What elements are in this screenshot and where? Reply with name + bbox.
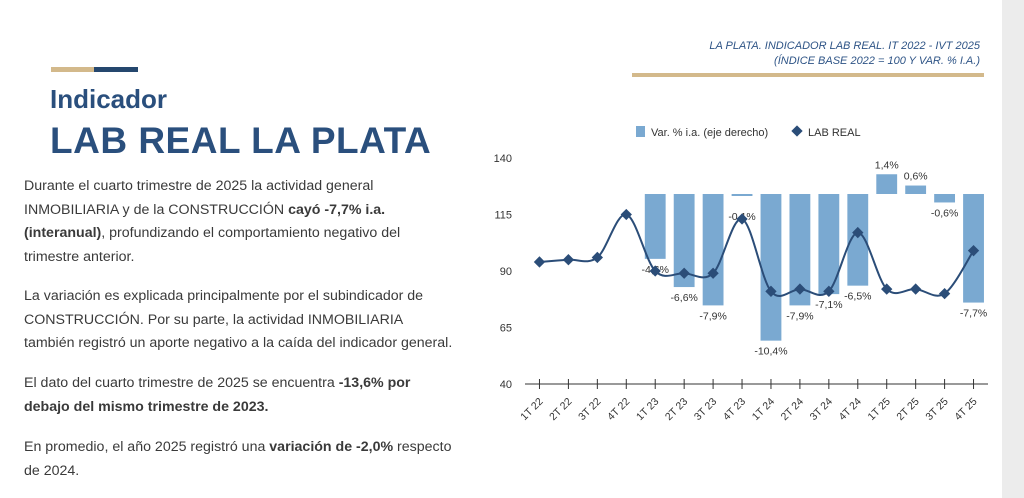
x-tick-label-9: 2T 24 bbox=[779, 396, 806, 423]
paragraph-3: El dato del cuarto trimestre de 2025 se … bbox=[24, 372, 454, 419]
y-tick-label: 140 bbox=[494, 153, 512, 165]
bar-var-4 bbox=[644, 194, 666, 259]
lab-real-point-3 bbox=[620, 208, 632, 221]
lab-real-point-15 bbox=[967, 245, 980, 257]
paragraph-4: En promedio, el año 2025 registró una va… bbox=[24, 436, 454, 483]
chart-title-line-1: LA PLATA. INDICADOR LAB REAL. IT 2022 - … bbox=[709, 40, 980, 52]
lab-real-point-7 bbox=[736, 213, 748, 225]
bar-var-8 bbox=[760, 194, 782, 341]
bar-label-6: -7,9% bbox=[699, 310, 726, 322]
lab-real-point-5 bbox=[678, 267, 690, 279]
bar-label-12: 1,4% bbox=[875, 159, 899, 171]
x-tick-label-6: 3T 23 bbox=[692, 396, 719, 423]
chart-title: LA PLATA. INDICADOR LAB REAL. IT 2022 - … bbox=[709, 39, 980, 69]
legend-label-line: LAB REAL bbox=[808, 127, 861, 139]
y-tick-label: 65 bbox=[500, 323, 512, 335]
x-tick-label-7: 4T 23 bbox=[721, 396, 748, 423]
bar-var-13 bbox=[905, 185, 927, 194]
bar-var-14 bbox=[934, 194, 956, 203]
bar-label-11: -6,5% bbox=[844, 291, 871, 303]
x-tick-label-12: 1T 25 bbox=[865, 396, 892, 423]
paragraph-2: La variación es explicada principalmente… bbox=[24, 285, 454, 356]
paragraph-4-run: En promedio, el año 2025 registró una bbox=[24, 439, 270, 455]
section-headline: LAB REAL LA PLATA bbox=[50, 120, 432, 161]
x-tick-label-4: 1T 23 bbox=[634, 396, 661, 423]
legend-marker-line bbox=[791, 125, 803, 137]
x-tick-label-10: 3T 24 bbox=[808, 396, 835, 423]
bar-var-9 bbox=[789, 194, 811, 306]
y-tick-label: 40 bbox=[500, 379, 512, 391]
bar-label-15: -7,7% bbox=[960, 308, 987, 320]
x-tick-label-1: 2T 22 bbox=[547, 396, 574, 423]
bar-label-13: 0,6% bbox=[904, 171, 928, 183]
right-edge-strip bbox=[1002, 0, 1024, 498]
x-tick-label-5: 2T 23 bbox=[663, 396, 690, 423]
bar-var-5 bbox=[673, 194, 695, 288]
paragraph-1-run: Durante el cuarto trimestre de 2025 la a… bbox=[24, 178, 374, 218]
y-tick-label: 90 bbox=[500, 266, 512, 278]
x-tick-label-8: 1T 24 bbox=[750, 396, 777, 423]
lab-real-point-4 bbox=[649, 265, 661, 277]
y-tick-label: 115 bbox=[494, 210, 512, 222]
bar-var-7 bbox=[731, 194, 753, 196]
bar-var-6 bbox=[702, 194, 724, 306]
lab-real-point-8 bbox=[765, 285, 777, 297]
bar-var-11 bbox=[847, 194, 869, 286]
lab-real-point-14 bbox=[938, 287, 951, 300]
x-tick-label-13: 2T 25 bbox=[894, 396, 921, 423]
chart-title-line-2: (ÍNDICE BASE 2022 = 100 Y VAR. % I.A.) bbox=[774, 55, 980, 67]
paragraph-3-run: El dato del cuarto trimestre de 2025 se … bbox=[24, 375, 339, 391]
x-tick-label-0: 1T 22 bbox=[518, 396, 545, 423]
paragraph-1-run: cayó -7,7% i.a. (interanual) bbox=[24, 201, 386, 242]
bar-var-12 bbox=[876, 174, 898, 194]
bar-label-5: -6,6% bbox=[670, 292, 697, 304]
lab-real-point-2 bbox=[591, 251, 604, 264]
bar-label-8: -10,4% bbox=[754, 346, 787, 358]
paragraph-1: Durante el cuarto trimestre de 2025 la a… bbox=[24, 175, 454, 269]
x-tick-label-11: 4T 24 bbox=[837, 396, 864, 423]
paragraph-2-run: La variación es explicada principalmente… bbox=[24, 288, 453, 351]
paragraph-4-run: variación de -2,0% bbox=[269, 439, 394, 455]
lab-real-point-9 bbox=[794, 283, 806, 295]
accent-bar-navy bbox=[94, 67, 138, 72]
bar-label-14: -0,6% bbox=[931, 207, 958, 219]
paragraph-3-run: -13,6% por debajo del mismo trimestre de… bbox=[24, 375, 411, 415]
x-tick-label-14: 3T 25 bbox=[923, 396, 950, 423]
x-tick-label-15: 4T 25 bbox=[952, 396, 979, 423]
accent-bar-gold bbox=[51, 67, 94, 72]
bar-var-10 bbox=[818, 194, 840, 295]
bar-label-10: -7,1% bbox=[815, 299, 842, 311]
x-tick-label-3: 4T 22 bbox=[605, 396, 632, 423]
lab-real-point-12 bbox=[881, 283, 893, 295]
bar-label-9: -7,9% bbox=[786, 310, 813, 322]
legend-swatch-bars bbox=[636, 126, 645, 137]
lab-real-chart: Var. % i.a. (eje derecho) LAB REAL 40 65 90 1… bbox=[494, 125, 988, 423]
lab-real-point-6 bbox=[707, 267, 719, 279]
section-eyebrow: Indicador bbox=[50, 84, 168, 114]
lab-real-point-11 bbox=[852, 226, 864, 239]
lab-real-point-10 bbox=[823, 285, 835, 297]
x-tick-label-2: 3T 22 bbox=[576, 396, 603, 423]
lab-real-point-1 bbox=[562, 254, 575, 266]
lab-real-line bbox=[539, 213, 975, 297]
paragraph-1-run: , profundizando el comportamiento negati… bbox=[24, 225, 401, 265]
lab-real-point-0 bbox=[533, 256, 546, 268]
paragraph-4-run: respecto de 2024. bbox=[24, 439, 452, 479]
chart-title-rule bbox=[632, 73, 984, 77]
legend-label-bars: Var. % i.a. (eje derecho) bbox=[651, 127, 768, 139]
lab-real-point-13 bbox=[909, 283, 922, 295]
